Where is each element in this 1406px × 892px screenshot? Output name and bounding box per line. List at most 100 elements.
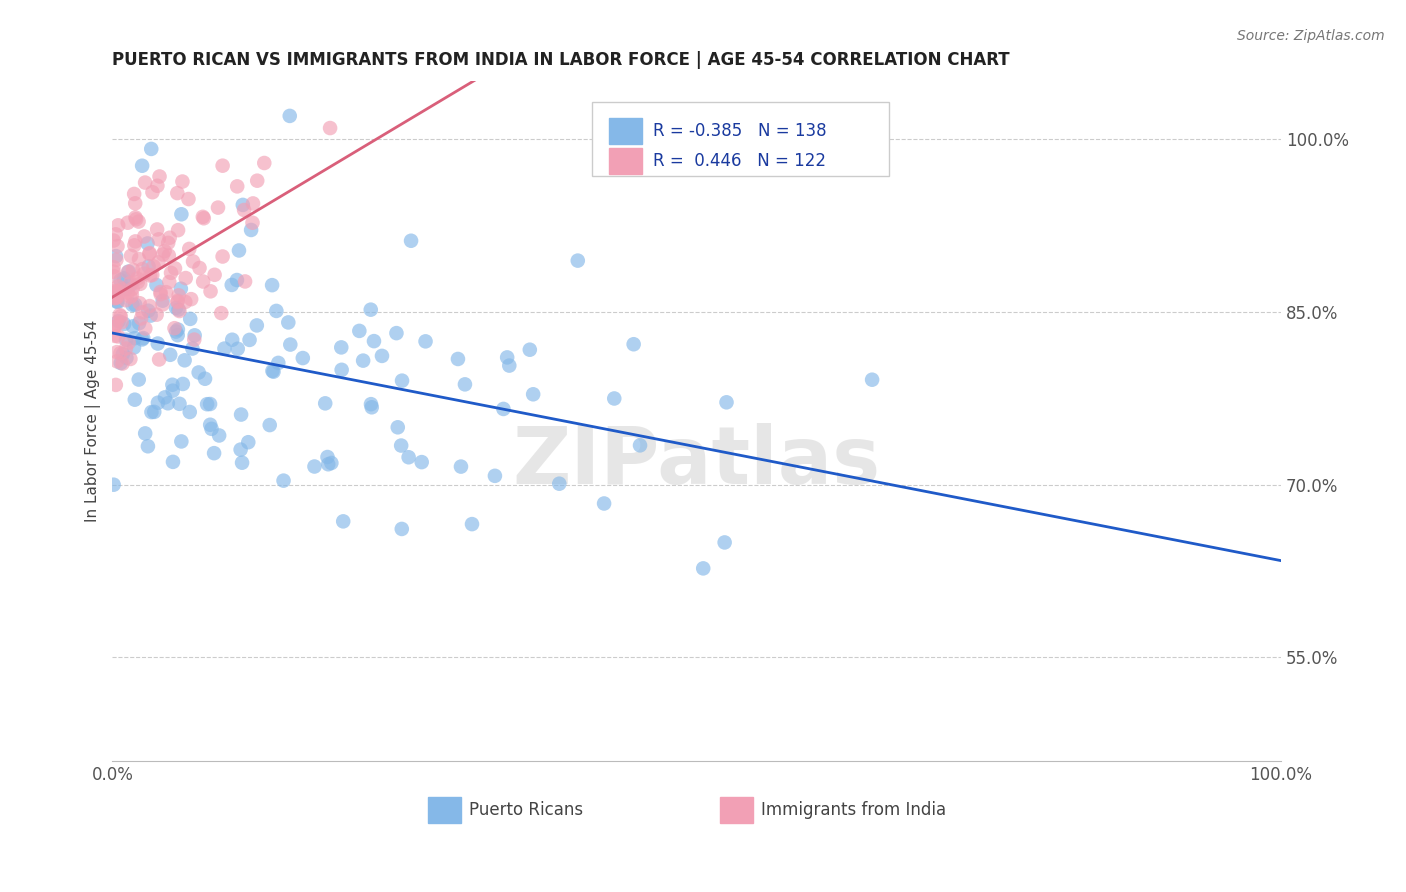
- Point: [360, 401, 382, 415]
- Point: [352, 353, 374, 368]
- Point: [156, 396, 179, 410]
- Point: [105, 284, 128, 298]
- Point: [179, 242, 201, 256]
- Point: [152, 297, 174, 311]
- Point: [484, 468, 506, 483]
- Point: [603, 392, 626, 406]
- Point: [103, 319, 125, 334]
- Point: [461, 517, 484, 532]
- Point: [166, 295, 188, 310]
- Point: [121, 288, 143, 302]
- Point: [387, 420, 409, 434]
- Point: [136, 236, 159, 251]
- Point: [167, 322, 190, 336]
- Point: [118, 264, 141, 278]
- Point: [107, 279, 129, 293]
- Text: ZIPatlas: ZIPatlas: [513, 423, 880, 501]
- Point: [330, 363, 353, 377]
- Point: [593, 496, 616, 510]
- Point: [211, 250, 233, 264]
- Point: [162, 384, 184, 398]
- Point: [166, 186, 188, 200]
- Point: [143, 405, 166, 419]
- Point: [214, 342, 236, 356]
- Point: [165, 325, 187, 339]
- Point: [187, 366, 209, 380]
- Point: [211, 159, 233, 173]
- Point: [360, 397, 382, 411]
- Point: [107, 239, 129, 253]
- Point: [266, 304, 288, 318]
- Point: [132, 331, 155, 345]
- Point: [148, 169, 170, 184]
- Point: [110, 315, 132, 329]
- Point: [107, 314, 129, 328]
- Point: [628, 438, 651, 452]
- Point: [170, 434, 193, 449]
- Point: [152, 293, 174, 308]
- Point: [371, 349, 394, 363]
- Point: [391, 374, 413, 388]
- Point: [146, 178, 169, 193]
- Point: [319, 121, 342, 136]
- Point: [231, 456, 253, 470]
- Point: [692, 561, 714, 575]
- Point: [128, 252, 150, 266]
- Point: [153, 390, 176, 404]
- Point: [170, 282, 193, 296]
- Point: [124, 331, 146, 345]
- Point: [115, 282, 138, 296]
- Point: [117, 285, 139, 300]
- Point: [398, 450, 420, 465]
- Point: [522, 387, 544, 401]
- Point: [226, 179, 249, 194]
- Point: [450, 459, 472, 474]
- Point: [129, 277, 152, 291]
- Point: [128, 316, 150, 330]
- Point: [198, 417, 221, 432]
- Point: [104, 378, 127, 392]
- Point: [183, 333, 205, 347]
- Point: [124, 238, 146, 252]
- Text: PUERTO RICAN VS IMMIGRANTS FROM INDIA IN LABOR FORCE | AGE 45-54 CORRELATION CHA: PUERTO RICAN VS IMMIGRANTS FROM INDIA IN…: [112, 51, 1010, 69]
- Point: [389, 438, 412, 452]
- Text: Source: ZipAtlas.com: Source: ZipAtlas.com: [1237, 29, 1385, 43]
- Point: [105, 345, 128, 359]
- Point: [122, 186, 145, 201]
- Point: [208, 428, 231, 442]
- Point: [120, 249, 142, 263]
- Point: [170, 207, 193, 221]
- Point: [330, 340, 353, 354]
- Point: [263, 365, 285, 379]
- Point: [127, 271, 149, 285]
- Point: [179, 405, 201, 419]
- Point: [105, 252, 128, 267]
- Point: [181, 342, 204, 356]
- Point: [132, 267, 155, 281]
- Point: [138, 247, 160, 261]
- Point: [124, 235, 146, 249]
- Point: [145, 277, 167, 292]
- Point: [128, 373, 150, 387]
- Point: [860, 373, 883, 387]
- Point: [267, 356, 290, 370]
- Point: [314, 396, 336, 410]
- Point: [259, 418, 281, 433]
- Point: [112, 271, 135, 285]
- Point: [332, 514, 354, 528]
- Point: [173, 353, 195, 368]
- Point: [105, 249, 128, 263]
- Point: [202, 446, 225, 460]
- Point: [110, 356, 132, 370]
- Point: [167, 302, 190, 317]
- Point: [242, 216, 264, 230]
- Point: [115, 351, 138, 365]
- Point: [246, 174, 269, 188]
- Point: [519, 343, 541, 357]
- Point: [233, 275, 256, 289]
- Point: [139, 309, 162, 323]
- Point: [221, 333, 243, 347]
- Point: [548, 476, 571, 491]
- Point: [399, 234, 422, 248]
- Point: [273, 474, 295, 488]
